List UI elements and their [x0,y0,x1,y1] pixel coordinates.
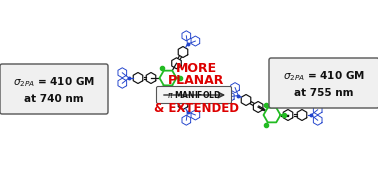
FancyBboxPatch shape [156,86,231,103]
Text: at 740 nm: at 740 nm [24,94,84,104]
Text: MORE: MORE [175,61,217,75]
Text: $\pi$ MANIFOLD: $\pi$ MANIFOLD [167,89,221,100]
Text: at 755 nm: at 755 nm [294,88,354,98]
Text: $\sigma_{2PA}$ = 410 GM: $\sigma_{2PA}$ = 410 GM [13,75,95,89]
FancyBboxPatch shape [269,58,378,108]
Text: & EXTENDED: & EXTENDED [153,102,239,114]
Text: $\sigma_{2PA}$ = 410 GM: $\sigma_{2PA}$ = 410 GM [283,69,365,83]
FancyBboxPatch shape [0,64,108,114]
Text: PLANAR: PLANAR [168,74,224,86]
